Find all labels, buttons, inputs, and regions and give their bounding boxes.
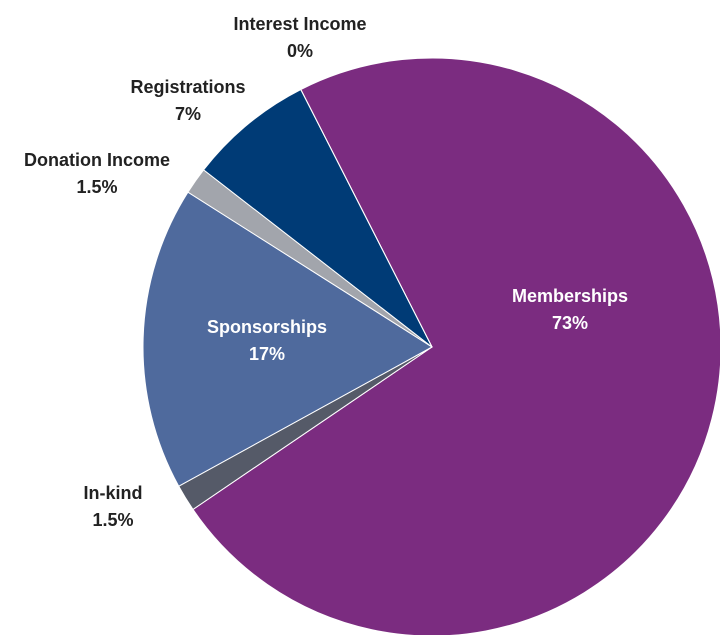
slice-label: In-kind — [84, 483, 143, 503]
pie-slice — [192, 57, 720, 635]
slice-label: Memberships — [512, 286, 628, 306]
pie-slice — [300, 89, 433, 348]
slice-value-label: 17% — [249, 344, 285, 364]
slice-label: Interest Income — [233, 14, 366, 34]
slice-label: Donation Income — [24, 150, 170, 170]
slice-value-label: 7% — [175, 104, 201, 124]
pie-slice — [202, 88, 433, 348]
pie-slice — [142, 191, 433, 487]
slice-label: Sponsorships — [207, 317, 327, 337]
slice-value-label: 1.5% — [92, 510, 133, 530]
slice-value-label: 1.5% — [76, 177, 117, 197]
slice-value-label: 0% — [287, 41, 313, 61]
slice-value-label: 73% — [552, 313, 588, 333]
slice-label: Registrations — [130, 77, 245, 97]
